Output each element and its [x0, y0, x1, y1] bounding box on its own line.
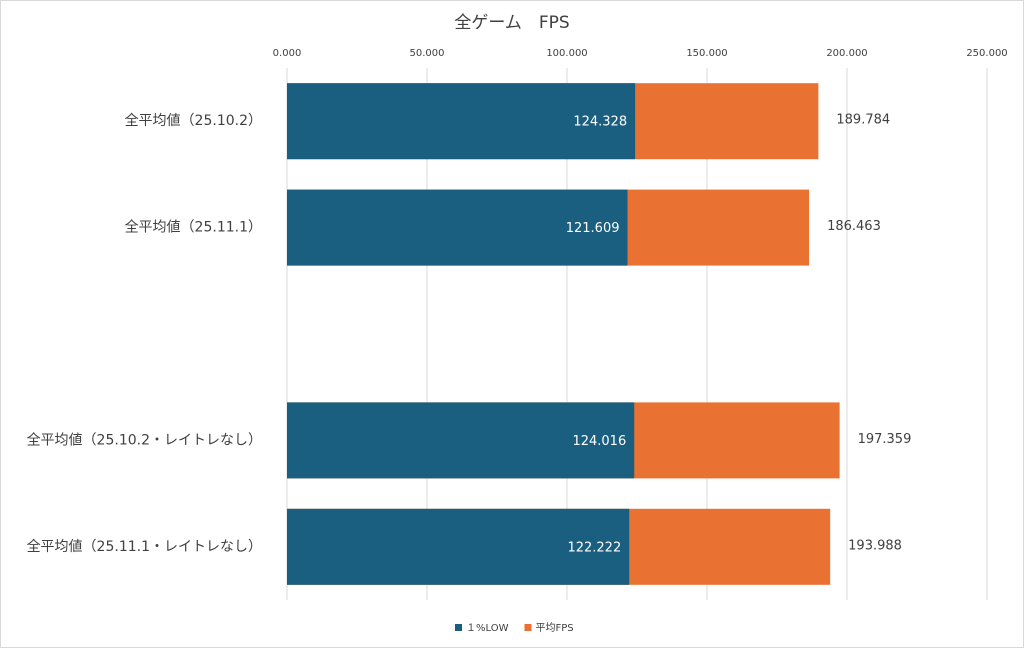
x-tick-label: 50.000: [410, 48, 445, 59]
bar: [287, 189, 628, 266]
bar: [287, 402, 635, 479]
data-label: 121.609: [566, 221, 620, 236]
data-label: 122.222: [567, 540, 621, 555]
x-tick-label: 200.000: [826, 48, 867, 59]
bar: [287, 83, 636, 160]
y-tick-label: 全平均値（25.10.2）: [125, 112, 262, 129]
legend-swatch: [455, 624, 462, 631]
y-tick-label: 全平均値（25.10.2・レイトレなし）: [27, 431, 262, 448]
data-label: 186.463: [827, 219, 881, 234]
y-tick-label: 全平均値（25.11.1）: [125, 219, 262, 236]
legend-swatch: [524, 624, 532, 631]
data-label: 124.016: [572, 434, 626, 449]
x-tick-label: 0.000: [273, 48, 302, 59]
legend-label: 平均FPS: [535, 622, 573, 634]
data-label: 124.328: [573, 115, 627, 130]
x-tick-label: 250.000: [966, 48, 1007, 59]
y-tick-label: 全平均値（25.11.1・レイトレなし）: [27, 538, 262, 555]
x-tick-label: 150.000: [686, 48, 727, 59]
data-label: 197.359: [858, 432, 912, 447]
x-tick-label: 100.000: [546, 48, 587, 59]
bar: [287, 508, 630, 585]
legend-label: １%LOW: [466, 623, 509, 634]
data-label: 189.784: [836, 113, 890, 128]
data-label: 193.988: [848, 538, 902, 553]
chart-title: 全ゲーム FPS: [454, 13, 569, 33]
